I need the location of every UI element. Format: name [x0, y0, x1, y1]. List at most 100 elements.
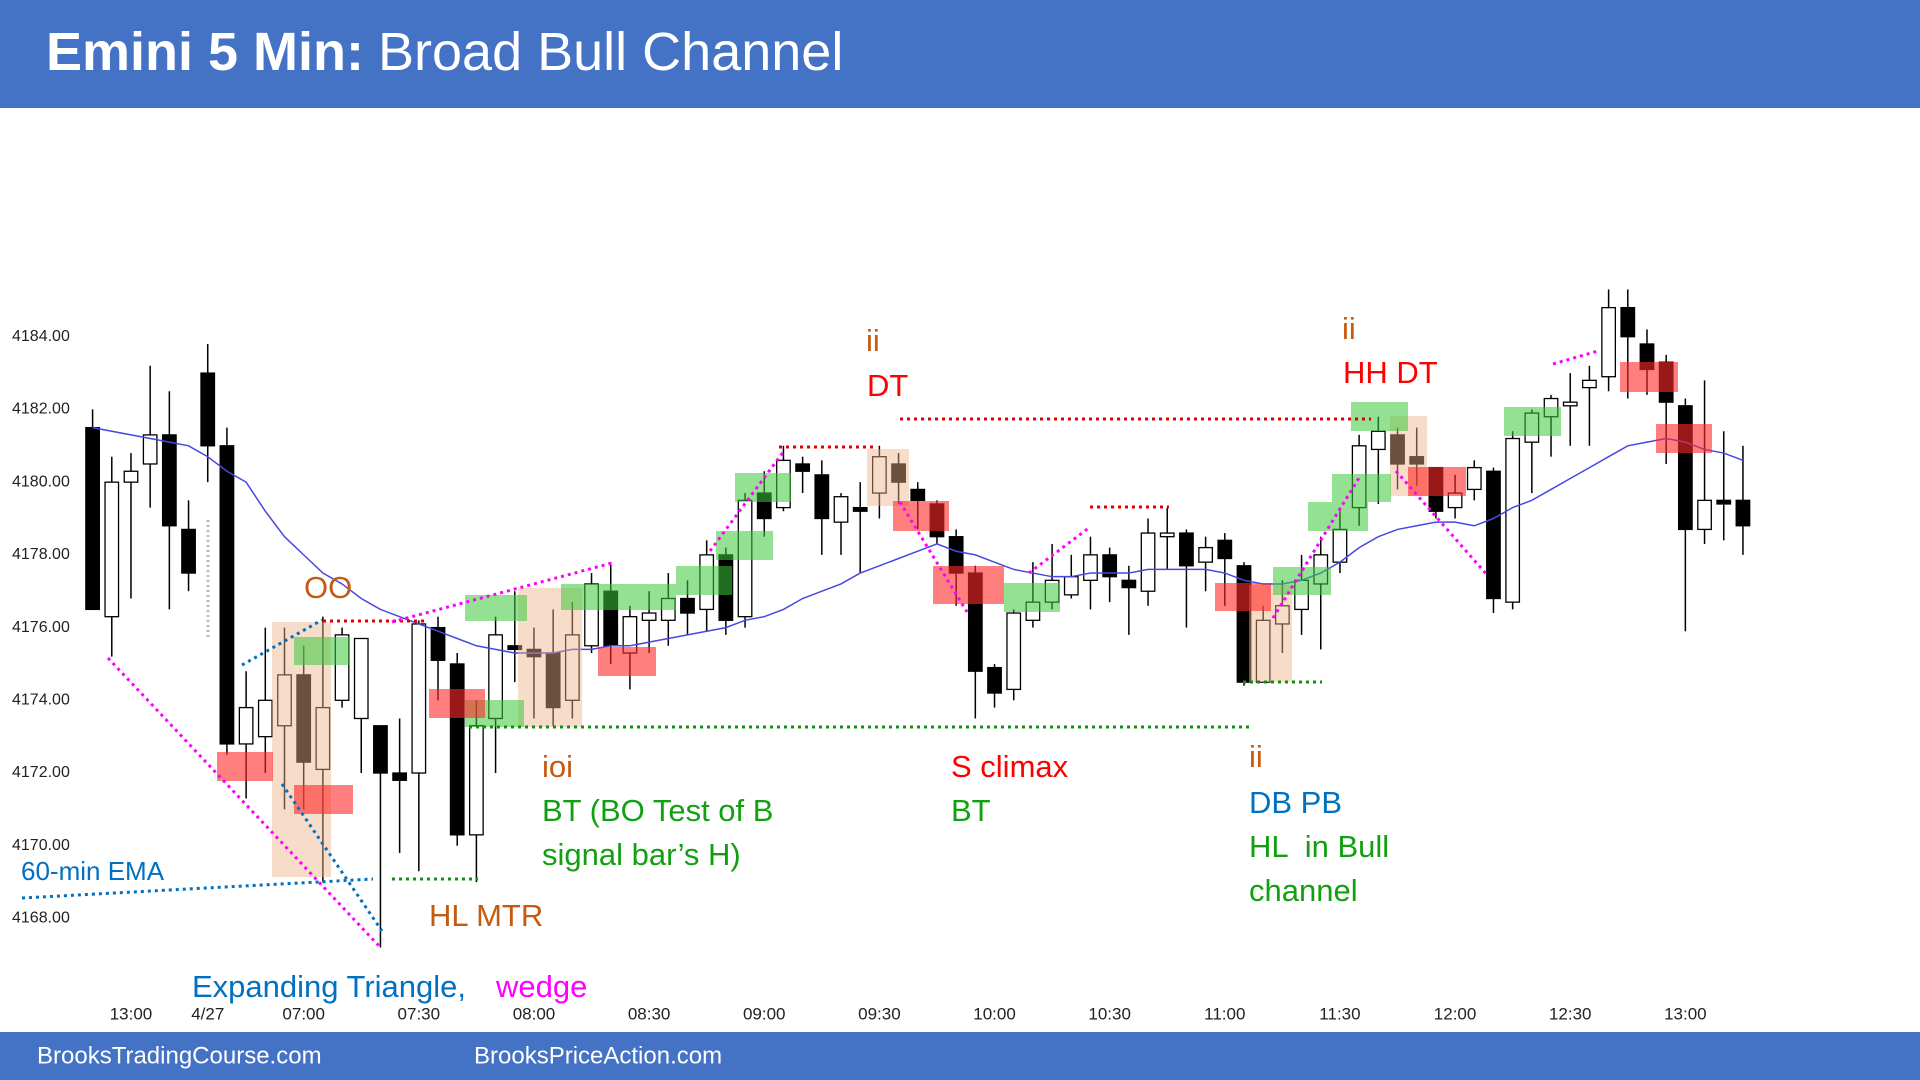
candle-body — [1582, 379, 1597, 389]
highlight — [1620, 362, 1678, 392]
annotation: channel — [1249, 873, 1358, 908]
highlight — [933, 566, 1004, 604]
highlight — [676, 566, 732, 595]
candle-body — [353, 637, 369, 720]
candle-body — [257, 699, 273, 738]
candle-body — [1370, 430, 1386, 451]
x-tick-label: 09:00 — [743, 1004, 786, 1023]
highlight — [716, 531, 773, 560]
annotation: BT (BO Test of B — [542, 793, 773, 828]
annotation: DT — [867, 368, 908, 403]
highlight — [735, 473, 791, 502]
header-title: Emini 5 Min: Broad Bull Channel — [46, 22, 843, 82]
highlight — [217, 752, 273, 781]
candle-body — [1140, 532, 1156, 592]
annotation: DB PB — [1249, 785, 1342, 820]
candle-body — [238, 706, 254, 745]
candles — [85, 289, 1751, 948]
footer-bar — [0, 1032, 1920, 1080]
annotation: Expanding Triangle, — [192, 969, 466, 1004]
x-tick-label: 11:30 — [1319, 1004, 1360, 1023]
candle-body — [1716, 499, 1732, 505]
annotation: ii — [1249, 739, 1263, 774]
candle-body — [430, 626, 446, 661]
overlay: OO ii DT ii HH DT ioi BT (BO Test of B s… — [21, 311, 1712, 1004]
highlight — [294, 637, 350, 665]
annotation: signal bar’s H) — [542, 837, 741, 872]
candle-body — [161, 434, 177, 527]
candle-body — [1620, 306, 1636, 338]
candle-body — [373, 725, 388, 774]
annotation: ii — [866, 323, 880, 358]
candle-body — [641, 612, 657, 621]
wedge-line — [391, 561, 613, 624]
candle-body — [1735, 499, 1751, 527]
footer-link: BrooksPriceAction.com — [474, 1042, 722, 1069]
y-tick-label: 4182.00 — [12, 401, 70, 418]
candle-body — [123, 470, 139, 483]
highlight — [1273, 567, 1331, 595]
annotation: HH DT — [1343, 355, 1438, 390]
candle-body — [392, 772, 408, 781]
candle-body — [1217, 539, 1233, 560]
x-tick-label: 08:00 — [513, 1004, 556, 1023]
x-tick-label: 4/27 — [191, 1004, 224, 1023]
candle-body — [1159, 532, 1175, 538]
candle-body — [1409, 456, 1425, 465]
candle-body — [181, 528, 196, 574]
candle-body — [1255, 619, 1271, 683]
annotation: HL in Bull — [1249, 829, 1389, 864]
trend-line — [280, 783, 384, 932]
candle-body — [1562, 401, 1578, 407]
x-tick-label: 07:00 — [282, 1004, 325, 1023]
candle-body — [104, 481, 120, 618]
candle-body — [891, 463, 906, 483]
highlight — [1215, 583, 1271, 611]
candle-body — [987, 666, 1002, 694]
y-tick-label: 4170.00 — [12, 837, 70, 854]
candle-body — [814, 474, 830, 520]
candle-body — [833, 496, 849, 523]
header-bar — [0, 0, 1920, 108]
y-tick-label: 4172.00 — [12, 764, 70, 781]
y-tick-label: 4176.00 — [12, 619, 70, 636]
candle-body — [142, 434, 158, 465]
x-tick-label: 12:00 — [1434, 1004, 1477, 1023]
wedge-line — [1028, 525, 1091, 575]
candle-body — [680, 597, 695, 614]
annotation: S climax — [951, 749, 1069, 784]
candle-body — [507, 645, 523, 651]
highlight — [1504, 407, 1561, 436]
x-tick-label: 10:00 — [973, 1004, 1016, 1023]
annotation: BT — [951, 793, 991, 828]
y-tick-label: 4174.00 — [12, 692, 70, 709]
highlight — [518, 588, 582, 727]
y-tick-label: 4180.00 — [12, 473, 70, 490]
wedge-line — [1394, 470, 1490, 577]
x-tick-label: 12:30 — [1549, 1004, 1592, 1023]
y-tick-label: 4168.00 — [12, 910, 70, 927]
candle-body — [1390, 434, 1405, 465]
wedge-line — [106, 656, 382, 949]
candle-body — [200, 372, 216, 447]
annotation: ioi — [542, 749, 573, 784]
trend-line — [21, 877, 374, 900]
candle-body — [1198, 546, 1214, 563]
x-tick-label: 11:00 — [1204, 1004, 1245, 1023]
candle-body — [85, 426, 100, 611]
x-tick-label: 13:00 — [110, 1004, 153, 1023]
candle-body — [910, 488, 926, 501]
annotation: HL MTR — [429, 898, 543, 933]
candle-body — [1083, 554, 1098, 581]
candle-body — [1466, 466, 1482, 491]
highlight — [429, 689, 485, 718]
highlight — [1656, 424, 1712, 453]
candle-body — [1006, 612, 1022, 691]
y-tick-label: 4178.00 — [12, 546, 70, 563]
trend-line — [241, 618, 323, 667]
footer-link: BrooksTradingCourse.com — [37, 1042, 322, 1069]
x-tick-label: 07:30 — [398, 1004, 441, 1023]
wedge-line — [898, 501, 969, 613]
highlight — [1308, 502, 1368, 531]
